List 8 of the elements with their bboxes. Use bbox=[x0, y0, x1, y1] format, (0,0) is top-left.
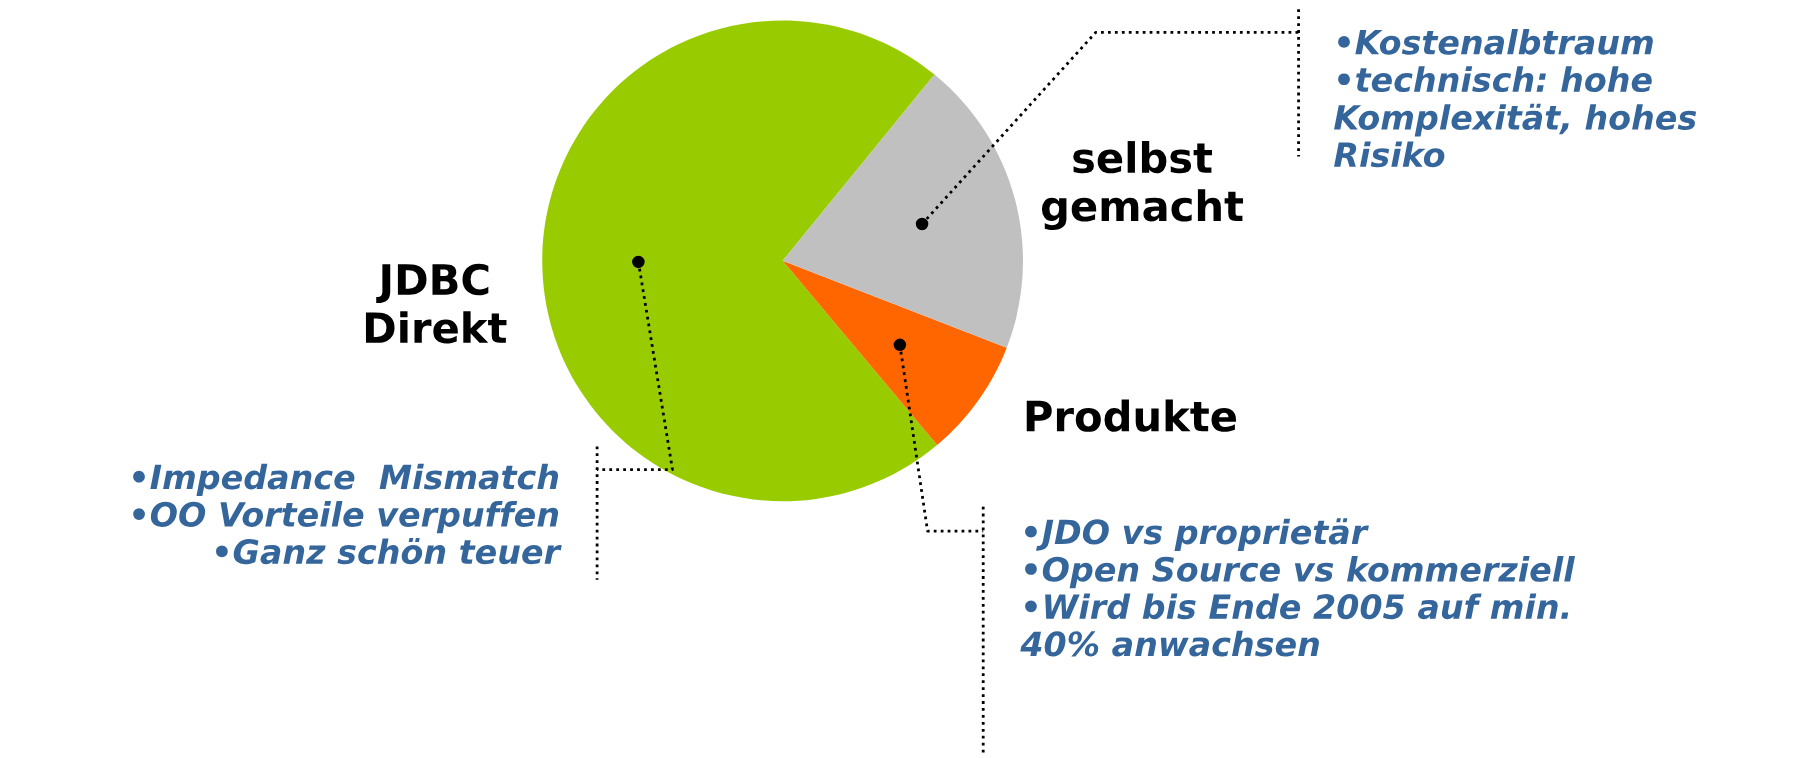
text: •Kostenalbtraum •technisch: hohe Komplexität, hohes Risiko bbox=[1334, 28, 1697, 168]
text: •Impedance Mismatch •OO Vorteile verpuffen •Ganz schön teuer bbox=[133, 463, 562, 565]
pie-slice bbox=[782, 74, 1023, 348]
slice-label: JDBC Direkt bbox=[365, 263, 507, 344]
slice-label: Produkte bbox=[1026, 399, 1236, 432]
text: •JDO vs proprietär •Open Source vs kommerziell •Wird bis Ende 2005 auf min. 40% anwachsen bbox=[1020, 518, 1576, 657]
pie-slice bbox=[782, 260, 1007, 446]
slice-label: selbst gemacht bbox=[1041, 141, 1244, 230]
